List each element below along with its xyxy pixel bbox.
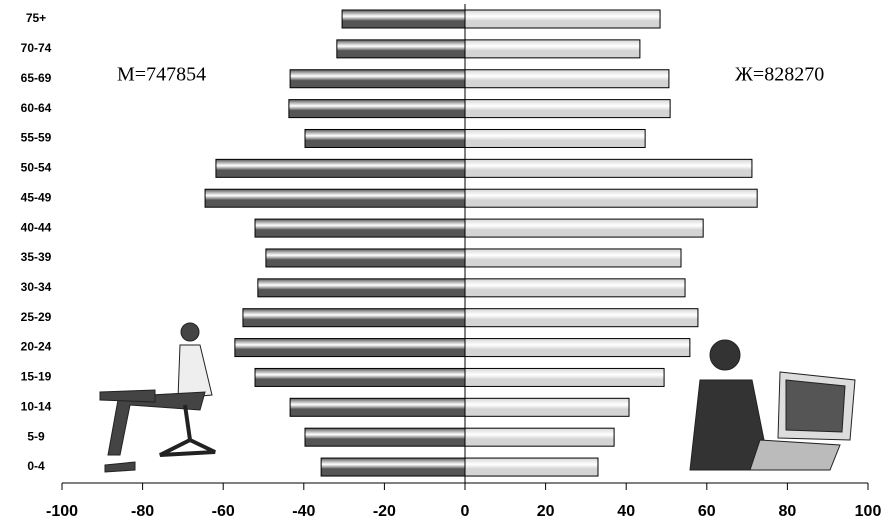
- female-total: Ж=828270: [735, 64, 824, 86]
- woman-clipart: [689, 339, 856, 471]
- bar: [464, 188, 758, 208]
- x-tick-label: 80: [779, 503, 797, 520]
- bar: [288, 99, 466, 119]
- category-label: 20-24: [21, 340, 52, 354]
- bar: [204, 188, 466, 208]
- bar: [254, 218, 466, 238]
- category-label: 30-34: [21, 280, 52, 294]
- bar: [464, 367, 665, 387]
- x-tick-label: 20: [537, 503, 555, 520]
- bar: [304, 427, 466, 447]
- bar: [254, 367, 466, 387]
- man-clipart: [99, 322, 216, 473]
- bar: [464, 218, 704, 238]
- bar: [464, 99, 671, 119]
- category-label: 35-39: [21, 250, 52, 264]
- bar: [464, 69, 670, 89]
- bar: [320, 457, 466, 477]
- bar: [464, 457, 599, 477]
- category-label: 10-14: [21, 399, 52, 413]
- category-label: 0-4: [27, 459, 45, 473]
- bar: [257, 278, 466, 298]
- category-label: 55-59: [21, 131, 52, 145]
- category-label: 5-9: [27, 429, 45, 443]
- x-tick-label: 60: [698, 503, 716, 520]
- x-tick-label: -20: [373, 503, 396, 520]
- x-tick-label: -100: [46, 503, 78, 520]
- x-tick-label: 0: [461, 503, 470, 520]
- bar: [242, 308, 466, 328]
- bar: [464, 248, 682, 268]
- bar: [464, 39, 641, 59]
- x-tick-label: -60: [212, 503, 235, 520]
- category-label: 40-44: [21, 220, 52, 234]
- x-tick-label: -40: [292, 503, 315, 520]
- bar: [341, 9, 466, 29]
- bar: [464, 397, 630, 417]
- bar: [265, 248, 466, 268]
- bar: [464, 308, 699, 328]
- bar: [304, 128, 466, 148]
- x-tick-label: 40: [617, 503, 635, 520]
- bar: [289, 69, 466, 89]
- bar: [234, 338, 466, 358]
- category-label: 50-54: [21, 161, 52, 175]
- bar: [464, 427, 615, 447]
- male-total: М=747854: [117, 64, 206, 86]
- bar: [464, 128, 646, 148]
- bar: [289, 397, 466, 417]
- category-label: 75+: [26, 11, 46, 25]
- category-label: 65-69: [21, 71, 52, 85]
- bar: [336, 39, 466, 59]
- category-label: 60-64: [21, 101, 52, 115]
- bar: [464, 338, 691, 358]
- bar: [464, 158, 753, 178]
- category-label: 70-74: [21, 41, 52, 55]
- x-tick-label: 100: [855, 503, 882, 520]
- x-tick-label: -80: [131, 503, 154, 520]
- category-label: 25-29: [21, 310, 52, 324]
- bar: [464, 278, 686, 298]
- category-label: 45-49: [21, 190, 52, 204]
- bar: [215, 158, 466, 178]
- bar: [464, 9, 661, 29]
- category-label: 15-19: [21, 370, 52, 384]
